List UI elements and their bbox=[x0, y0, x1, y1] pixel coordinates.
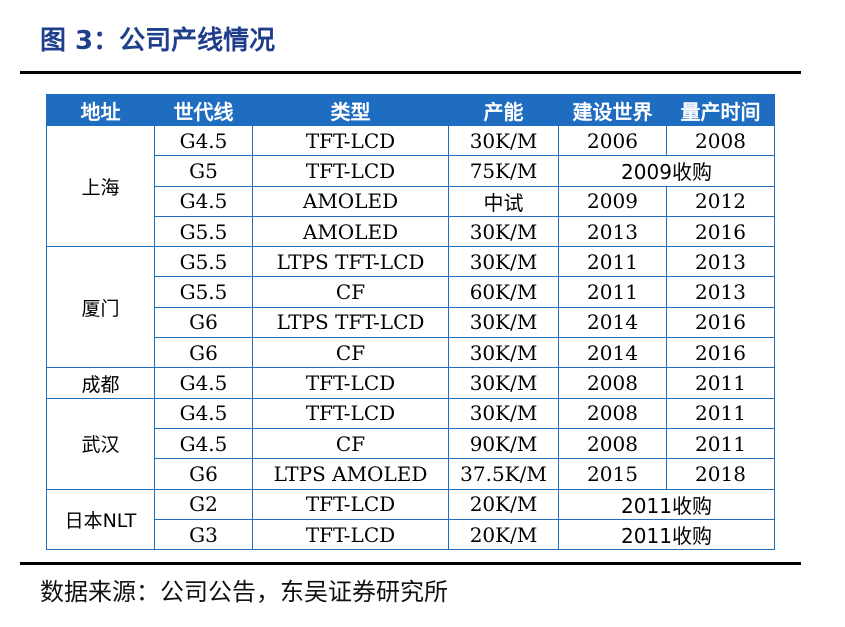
table-row: G6 CF 30K/M 2014 2016 bbox=[47, 337, 775, 369]
table-row: G4.5 CF 90K/M 2008 2011 bbox=[47, 428, 775, 460]
mass-production-cell: 2016 bbox=[666, 337, 775, 369]
type-cell: LTPS AMOLED bbox=[252, 458, 449, 490]
build-year-cell: 2006 bbox=[558, 125, 667, 157]
generation-cell: G4.5 bbox=[154, 398, 253, 429]
generation-cell: G6 bbox=[154, 307, 253, 339]
mass-production-cell: 2018 bbox=[666, 458, 775, 490]
table-row: G6 LTPS AMOLED 37.5K/M 2015 2018 bbox=[47, 458, 775, 490]
generation-cell: G5.5 bbox=[154, 216, 253, 248]
build-year-cell: 2011 bbox=[558, 276, 667, 308]
type-cell: LTPS TFT-LCD bbox=[252, 246, 449, 278]
capacity-cell: 30K/M bbox=[448, 307, 559, 339]
build-year-cell: 2009 bbox=[558, 186, 667, 217]
generation-cell: G6 bbox=[154, 458, 253, 490]
table-row: G3 TFT-LCD 20K/M 2011收购 bbox=[47, 519, 775, 551]
table-row: 武汉 G4.5 TFT-LCD 30K/M 2008 2011 bbox=[46, 398, 775, 490]
location-cell: 日本NLT bbox=[46, 489, 155, 551]
build-year-cell: 2014 bbox=[558, 337, 667, 369]
type-cell: CF bbox=[252, 276, 449, 308]
location-cell: 成都 bbox=[46, 367, 155, 399]
table-row: 厦门 G5.5 LTPS TFT-LCD 30K/M 2011 2013 bbox=[46, 246, 775, 369]
capacity-cell: 30K/M bbox=[448, 367, 559, 399]
type-cell: TFT-LCD bbox=[252, 519, 449, 551]
build-year-cell: 2008 bbox=[558, 367, 667, 399]
mass-production-cell: 2013 bbox=[666, 246, 775, 278]
top-rule bbox=[20, 71, 801, 74]
generation-cell: G4.5 bbox=[154, 186, 253, 217]
mass-production-cell: 2012 bbox=[666, 186, 775, 217]
type-cell: TFT-LCD bbox=[252, 125, 449, 157]
table-row: 上海 G4.5 TFT-LCD 30K/M 2006 2008 bbox=[46, 125, 775, 248]
table-header-row: 地址 世代线 类型 产能 建设世界 量产时间 bbox=[46, 94, 775, 126]
mass-production-cell: 2013 bbox=[666, 276, 775, 308]
generation-cell: G4.5 bbox=[154, 125, 253, 157]
acquisition-cell: 2011收购 bbox=[558, 489, 775, 520]
generation-cell: G5.5 bbox=[154, 246, 253, 278]
generation-cell: G4.5 bbox=[154, 367, 253, 399]
production-line-table: 地址 世代线 类型 产能 建设世界 量产时间 上海 G4.5 TFT-LCD 3… bbox=[46, 94, 775, 551]
build-year-cell: 2013 bbox=[558, 216, 667, 248]
capacity-cell: 20K/M bbox=[448, 519, 559, 551]
capacity-cell: 20K/M bbox=[448, 489, 559, 520]
capacity-cell: 30K/M bbox=[448, 246, 559, 278]
generation-cell: G5 bbox=[154, 155, 253, 187]
build-year-cell: 2011 bbox=[558, 246, 667, 278]
location-cell: 厦门 bbox=[46, 246, 155, 369]
generation-cell: G4.5 bbox=[154, 428, 253, 460]
build-year-cell: 2008 bbox=[558, 398, 667, 429]
table-row: G5.5 CF 60K/M 2011 2013 bbox=[47, 276, 775, 308]
capacity-cell: 30K/M bbox=[448, 216, 559, 248]
mass-production-cell: 2016 bbox=[666, 307, 775, 339]
mass-production-cell: 2011 bbox=[666, 428, 775, 460]
location-cell: 武汉 bbox=[46, 398, 155, 490]
header-generation: 世代线 bbox=[154, 94, 253, 126]
header-capacity: 产能 bbox=[448, 94, 559, 126]
generation-cell: G6 bbox=[154, 337, 253, 369]
bottom-rule bbox=[20, 562, 801, 565]
capacity-cell: 60K/M bbox=[448, 276, 559, 308]
mass-production-cell: 2011 bbox=[666, 367, 775, 399]
table-row: G4.5 AMOLED 中试 2009 2012 bbox=[47, 186, 775, 217]
acquisition-cell: 2011收购 bbox=[558, 519, 775, 551]
capacity-cell: 中试 bbox=[448, 186, 559, 217]
type-cell: LTPS TFT-LCD bbox=[252, 307, 449, 339]
table-row: G6 LTPS TFT-LCD 30K/M 2014 2016 bbox=[47, 307, 775, 339]
type-cell: CF bbox=[252, 428, 449, 460]
table-row: G5.5 AMOLED 30K/M 2013 2016 bbox=[47, 216, 775, 248]
capacity-cell: 75K/M bbox=[448, 155, 559, 187]
generation-cell: G5.5 bbox=[154, 276, 253, 308]
figure-title: 图 3：公司产线情况 bbox=[40, 26, 276, 56]
capacity-cell: 37.5K/M bbox=[448, 458, 559, 490]
type-cell: AMOLED bbox=[252, 216, 449, 248]
header-location: 地址 bbox=[46, 94, 155, 126]
generation-cell: G2 bbox=[154, 489, 253, 520]
capacity-cell: 30K/M bbox=[448, 398, 559, 429]
build-year-cell: 2014 bbox=[558, 307, 667, 339]
build-year-cell: 2008 bbox=[558, 428, 667, 460]
mass-production-cell: 2016 bbox=[666, 216, 775, 248]
generation-cell: G3 bbox=[154, 519, 253, 551]
table-row: 日本NLT G2 TFT-LCD 20K/M 2011收购 bbox=[46, 489, 775, 551]
location-cell: 上海 bbox=[46, 125, 155, 248]
table-row: 成都 G4.5 TFT-LCD 30K/M 2008 2011 bbox=[46, 367, 775, 399]
mass-production-cell: 2008 bbox=[666, 125, 775, 157]
acquisition-cell: 2009收购 bbox=[558, 155, 775, 187]
header-build-year: 建设世界 bbox=[558, 94, 667, 126]
data-source-note: 数据来源：公司公告，东吴证券研究所 bbox=[40, 578, 448, 606]
capacity-cell: 30K/M bbox=[448, 125, 559, 157]
type-cell: TFT-LCD bbox=[252, 489, 449, 520]
type-cell: TFT-LCD bbox=[252, 155, 449, 187]
table-row: G5 TFT-LCD 75K/M 2009收购 bbox=[47, 155, 775, 187]
header-type: 类型 bbox=[252, 94, 449, 126]
capacity-cell: 30K/M bbox=[448, 337, 559, 369]
capacity-cell: 90K/M bbox=[448, 428, 559, 460]
type-cell: AMOLED bbox=[252, 186, 449, 217]
mass-production-cell: 2011 bbox=[666, 398, 775, 429]
header-mass-production: 量产时间 bbox=[666, 94, 775, 126]
type-cell: TFT-LCD bbox=[252, 367, 449, 399]
type-cell: TFT-LCD bbox=[252, 398, 449, 429]
type-cell: CF bbox=[252, 337, 449, 369]
build-year-cell: 2015 bbox=[558, 458, 667, 490]
